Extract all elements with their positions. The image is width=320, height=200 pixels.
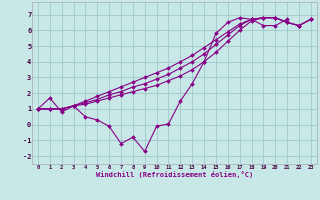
X-axis label: Windchill (Refroidissement éolien,°C): Windchill (Refroidissement éolien,°C) xyxy=(96,171,253,178)
